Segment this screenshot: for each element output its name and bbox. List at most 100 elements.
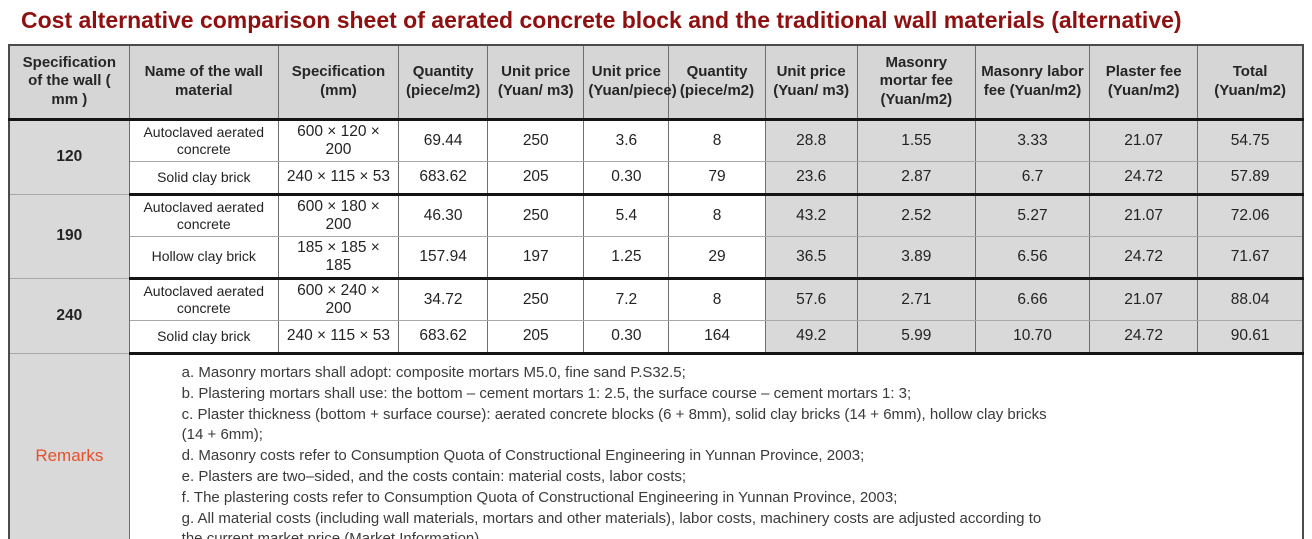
table-cell: 72.06 bbox=[1197, 194, 1304, 237]
table-cell: 6.7 bbox=[974, 161, 1091, 196]
wall-spec-cell: 190 bbox=[8, 194, 130, 279]
table-cell: 6.56 bbox=[974, 236, 1091, 280]
table-row: Hollow clay brick 185 × 185 × 185 157.94… bbox=[9, 236, 1304, 280]
table-row: Solid clay brick 240 × 115 × 53 683.62 2… bbox=[9, 320, 1304, 355]
table-cell: 43.2 bbox=[764, 194, 858, 237]
column-header: Masonry mortar fee (Yuan/m2) bbox=[856, 45, 976, 121]
material-cell: Solid clay brick bbox=[128, 161, 279, 196]
table-row: 190 Autoclaved aerated concrete 600 × 18… bbox=[8, 194, 1304, 279]
table-cell: 6.66 bbox=[974, 278, 1091, 321]
table-cell: 57.6 bbox=[764, 278, 858, 321]
table-cell: 185 × 185 × 185 bbox=[277, 236, 400, 280]
table-cell: 250 bbox=[487, 194, 585, 237]
table-cell: 0.30 bbox=[583, 161, 670, 196]
wall-spec-cell: 120 bbox=[8, 119, 130, 195]
table-cell: 28.8 bbox=[764, 119, 858, 162]
table-cell: 600 × 120 × 200 bbox=[277, 119, 400, 162]
column-header: Name of the wall material bbox=[128, 45, 279, 121]
table-cell: 24.72 bbox=[1089, 320, 1199, 355]
table-cell: 2.52 bbox=[856, 194, 976, 237]
table-cell: 8 bbox=[668, 278, 766, 321]
remark-line: d. Masonry costs refer to Consumption Qu… bbox=[181, 446, 865, 464]
table-cell: 5.27 bbox=[974, 194, 1091, 237]
material-cell: Solid clay brick bbox=[128, 320, 279, 355]
column-header: Unit price (Yuan/ m3) bbox=[487, 45, 585, 121]
table-cell: 2.87 bbox=[856, 161, 976, 196]
remark-line: f. The plastering costs refer to Consump… bbox=[181, 488, 898, 506]
column-header: Quantity (piece/m2) bbox=[668, 45, 766, 121]
material-cell: Autoclaved aerated concrete bbox=[128, 194, 279, 237]
wall-spec-cell: 240 bbox=[8, 278, 130, 354]
remarks-label: Remarks bbox=[8, 353, 130, 539]
cost-comparison-table: Specification of the wall ( mm ) Name of… bbox=[8, 44, 1304, 539]
table-cell: 29 bbox=[668, 236, 766, 280]
table-cell: 88.04 bbox=[1197, 278, 1304, 321]
table-cell: 8 bbox=[668, 194, 766, 237]
table-row: Solid clay brick 240 × 115 × 53 683.62 2… bbox=[9, 161, 1304, 196]
remark-line: c. Plaster thickness (bottom + surface c… bbox=[181, 405, 1047, 443]
table-cell: 54.75 bbox=[1197, 119, 1304, 162]
table-cell: 205 bbox=[487, 320, 585, 355]
material-cell: Autoclaved aerated concrete bbox=[128, 119, 279, 162]
table-cell: 683.62 bbox=[398, 320, 489, 355]
table-cell: 3.89 bbox=[856, 236, 976, 280]
column-header: Specification of the wall ( mm ) bbox=[8, 45, 130, 121]
table-cell: 240 × 115 × 53 bbox=[277, 320, 400, 355]
remark-line: a. Masonry mortars shall adopt: composit… bbox=[181, 363, 686, 381]
table-cell: 46.30 bbox=[398, 194, 489, 237]
table-cell: 8 bbox=[668, 119, 766, 162]
material-cell: Hollow clay brick bbox=[128, 236, 279, 280]
table-cell: 5.4 bbox=[583, 194, 670, 237]
table-cell: 24.72 bbox=[1089, 236, 1199, 280]
remark-line: e. Plasters are two–sided, and the costs… bbox=[181, 467, 687, 485]
column-header: Unit price (Yuan/ m3) bbox=[764, 45, 858, 121]
column-header: Specification (mm) bbox=[277, 45, 400, 121]
table-cell: 23.6 bbox=[764, 161, 858, 196]
column-header: Total (Yuan/m2) bbox=[1197, 45, 1304, 121]
remarks-text: a. Masonry mortars shall adopt: composit… bbox=[182, 363, 1057, 539]
remarks-body: a. Masonry mortars shall adopt: composit… bbox=[128, 353, 1304, 539]
table-cell: 3.33 bbox=[974, 119, 1091, 162]
table-cell: 24.72 bbox=[1089, 161, 1199, 196]
table-cell: 3.6 bbox=[583, 119, 670, 162]
table-cell: 1.25 bbox=[583, 236, 670, 280]
page-title: Cost alternative comparison sheet of aer… bbox=[21, 7, 1182, 33]
table-cell: 250 bbox=[487, 278, 585, 321]
table-cell: 21.07 bbox=[1089, 278, 1199, 321]
column-header: Quantity (piece/m2) bbox=[398, 45, 489, 121]
table-cell: 197 bbox=[487, 236, 585, 280]
table-cell: 21.07 bbox=[1089, 119, 1199, 162]
table-cell: 5.99 bbox=[856, 320, 976, 355]
table-cell: 34.72 bbox=[398, 278, 489, 321]
table-cell: 7.2 bbox=[583, 278, 670, 321]
table-row: 120 Autoclaved aerated concrete 600 × 12… bbox=[8, 119, 1304, 195]
remark-line: g. All material costs (including wall ma… bbox=[181, 509, 1042, 539]
table-cell: 10.70 bbox=[974, 320, 1091, 355]
table-cell: 2.71 bbox=[856, 278, 976, 321]
table-cell: 21.07 bbox=[1089, 194, 1199, 237]
remarks-row: Remarks a. Masonry mortars shall adopt: … bbox=[8, 353, 1304, 539]
table-cell: 683.62 bbox=[398, 161, 489, 196]
table-cell: 69.44 bbox=[398, 119, 489, 162]
table-cell: 205 bbox=[487, 161, 585, 196]
table-cell: 36.5 bbox=[764, 236, 858, 280]
table-cell: 240 × 115 × 53 bbox=[277, 161, 400, 196]
header-row: Specification of the wall ( mm ) Name of… bbox=[8, 45, 1304, 121]
table-cell: 1.55 bbox=[856, 119, 976, 162]
column-header: Masonry labor fee (Yuan/m2) bbox=[974, 45, 1091, 121]
table-cell: 600 × 240 × 200 bbox=[277, 278, 400, 321]
table-cell: 49.2 bbox=[764, 320, 858, 355]
material-cell: Autoclaved aerated concrete bbox=[128, 278, 279, 321]
table-row: 240 Autoclaved aerated concrete 600 × 24… bbox=[8, 278, 1304, 354]
table-cell: 164 bbox=[668, 320, 766, 355]
table-cell: 600 × 180 × 200 bbox=[277, 194, 400, 237]
remark-line: b. Plastering mortars shall use: the bot… bbox=[181, 384, 912, 402]
column-header: Unit price (Yuan/piece) bbox=[583, 45, 677, 121]
table-cell: 0.30 bbox=[583, 320, 670, 355]
table-cell: 71.67 bbox=[1197, 236, 1304, 280]
table-cell: 90.61 bbox=[1197, 320, 1304, 355]
table-cell: 250 bbox=[487, 119, 585, 162]
table-cell: 57.89 bbox=[1197, 161, 1304, 196]
column-header: Plaster fee (Yuan/m2) bbox=[1089, 45, 1199, 121]
